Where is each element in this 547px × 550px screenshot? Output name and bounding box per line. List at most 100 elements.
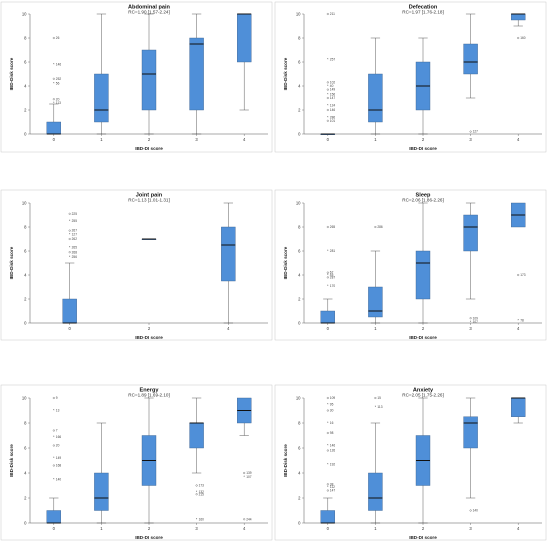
outlier-label: 9 (56, 396, 58, 400)
box-iqr (189, 37, 204, 111)
outlier-label: 109 (473, 316, 479, 320)
outlier-label: 16 (330, 421, 334, 425)
outlier-label: 168 (56, 464, 62, 468)
outlier-point (326, 88, 329, 91)
outlier-point (326, 449, 329, 452)
outlier-point (326, 81, 329, 84)
outlier-label: 147 (330, 96, 336, 100)
chart-title: Defecation (409, 5, 438, 11)
y-axis-label: IBD-Disk score (283, 246, 288, 279)
chart-title: Abdominal pain (128, 5, 171, 11)
outlier-label: 192 (330, 462, 336, 466)
x-tick-label: 0 (327, 526, 330, 531)
box-iqr (189, 422, 204, 449)
outlier-label: 140 (56, 477, 62, 481)
extreme-point: * (69, 219, 71, 223)
outlier-label: 20 (56, 97, 60, 101)
y-tick-label: 6 (24, 445, 27, 450)
x-tick-label: 3 (469, 326, 472, 331)
chart-title: Anxiety (413, 388, 434, 394)
outlier-label: 286 (330, 115, 336, 119)
x-tick-label: 0 (53, 137, 56, 142)
box-iqr (62, 298, 77, 324)
box-iqr (320, 510, 335, 524)
extreme-point: * (53, 456, 55, 460)
chart-subtitle: RC=1.89 [1.69-2.10] (128, 393, 170, 398)
outlier-point (68, 238, 71, 240)
outlier-point (326, 13, 329, 15)
box-iqr (94, 73, 109, 123)
outlier-label: 40 (330, 84, 334, 88)
x-tick-label: 4 (517, 137, 520, 142)
outlier-label: 113 (377, 405, 382, 409)
outlier-label: 286 (377, 225, 383, 229)
panel-frame (0, 384, 273, 541)
chart-subtitle: RC=2.06 [1.86-2.26] (402, 198, 444, 203)
box-iqr (221, 226, 236, 282)
x-tick-label: 4 (243, 526, 246, 531)
chart-subtitle: RC=2.05 [1.75-2.26] (402, 393, 444, 398)
outlier-point (326, 119, 329, 122)
extreme-point: * (327, 402, 329, 406)
y-tick-label: 0 (298, 520, 301, 525)
outlier-point (326, 409, 329, 412)
outlier-label: 95 (330, 402, 334, 406)
outlier-label: 26 (56, 36, 60, 40)
x-tick-label: 0 (327, 326, 330, 331)
y-tick-label: 0 (298, 320, 301, 325)
y-tick-label: 8 (298, 35, 301, 40)
box-iqr (368, 73, 383, 123)
y-tick-label: 2 (24, 495, 27, 500)
extreme-point: * (327, 284, 329, 288)
outlier-label: 112 (330, 485, 335, 489)
y-tick-label: 8 (24, 224, 27, 229)
outlier-point (326, 276, 329, 279)
y-axis-label: IBD-Disk score (9, 246, 14, 279)
outlier-label: 132 (199, 490, 205, 494)
outlier-label: 146 (330, 444, 336, 448)
outlier-label: 7 (56, 429, 58, 433)
y-tick-label: 6 (24, 248, 27, 253)
outlier-label: 38 (330, 482, 334, 486)
outlier-point (52, 98, 55, 101)
extreme-point: * (470, 320, 472, 324)
outlier-point (517, 274, 520, 276)
x-axis-label: IBD-DI score (409, 535, 437, 540)
x-tick-label: 3 (195, 137, 198, 142)
outlier-point (195, 493, 198, 496)
outlier-label: 139 (246, 471, 252, 475)
y-axis-label: IBD-Disk score (9, 444, 14, 477)
outlier-point (326, 271, 329, 274)
x-tick-label: 1 (100, 526, 103, 531)
outlier-label: 262 (72, 237, 78, 241)
outlier-point (326, 397, 329, 399)
y-tick-label: 2 (24, 296, 27, 301)
extreme-point: * (327, 115, 329, 119)
box-iqr (463, 416, 478, 449)
y-tick-label: 10 (22, 395, 27, 400)
outlier-label: 107 (473, 320, 479, 324)
x-tick-label: 0 (327, 137, 330, 142)
box-iqr (511, 397, 526, 417)
outlier-label: 166 (56, 435, 62, 439)
extreme-point: * (327, 444, 329, 448)
outlier-label: 255 (72, 219, 78, 223)
box-iqr (415, 250, 431, 300)
outlier-label: 244 (246, 517, 252, 521)
outlier-label: 30 (330, 409, 334, 413)
outlier-label: 113 (56, 101, 61, 105)
x-tick-label: 3 (469, 137, 472, 142)
box-iqr (463, 214, 478, 252)
y-tick-label: 8 (24, 420, 27, 425)
extreme-point: * (53, 101, 55, 105)
outlier-label: 173 (199, 484, 205, 488)
y-tick-label: 10 (22, 200, 27, 205)
x-axis-label: IBD-DI score (135, 535, 163, 540)
y-tick-label: 4 (298, 470, 301, 475)
extreme-point: * (69, 246, 71, 250)
x-tick-label: 2 (148, 137, 151, 142)
outlier-label: 257 (330, 58, 336, 62)
outlier-point (52, 77, 55, 80)
